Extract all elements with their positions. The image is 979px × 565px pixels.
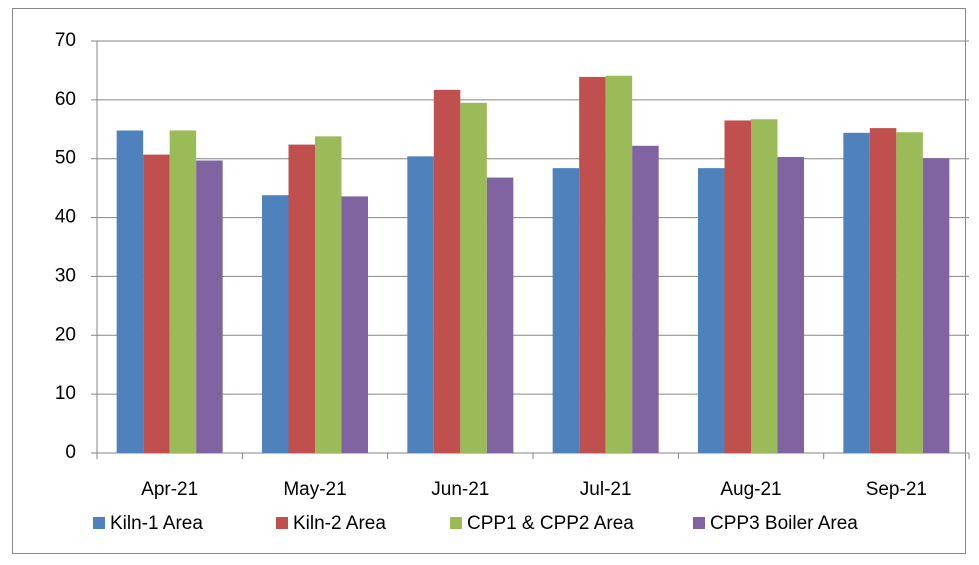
bar [552,168,580,454]
bar [143,154,170,453]
bar [407,156,434,454]
x-tick-label: May-21 [283,479,346,500]
legend-swatch [693,517,705,529]
bar [116,130,144,453]
legend-label: CPP3 Boiler Area [710,513,858,534]
x-tick-label: Sep-21 [866,479,927,500]
bar [724,120,751,453]
bar [262,195,289,453]
legend-label: CPP1 & CPP2 Area [467,513,634,534]
legend-swatch [450,517,462,529]
bar [433,89,461,453]
y-tick-label: 30 [55,265,76,286]
legend-swatch [93,517,105,529]
bar [777,156,804,453]
bar [196,160,223,454]
legend-label: Kiln-1 Area [110,513,203,534]
x-tick-label: Jun-21 [431,479,489,500]
y-tick-label: 20 [55,324,76,345]
bar [896,132,923,453]
bar [751,119,778,453]
bar [605,75,633,454]
legend-swatch [276,517,288,529]
y-tick-label: 70 [55,30,76,51]
bar [460,102,487,454]
y-tick-label: 0 [65,442,76,463]
x-tick-label: Aug-21 [720,479,781,500]
bar [698,168,725,454]
bar [632,145,659,453]
bar [315,136,342,453]
legend-label: Kiln-2 Area [293,513,386,534]
bar [579,76,606,453]
y-tick-label: 60 [55,89,76,110]
bar [843,132,870,453]
bar [486,177,514,453]
bar [341,196,368,453]
y-tick-label: 10 [55,383,76,404]
y-tick-label: 40 [55,207,76,228]
bar [869,128,897,453]
x-tick-label: Apr-21 [141,479,198,500]
x-tick-label: Jul-21 [580,479,632,500]
bar [169,130,197,453]
bar [922,158,950,453]
bar [288,144,315,454]
y-tick-label: 50 [55,148,76,169]
